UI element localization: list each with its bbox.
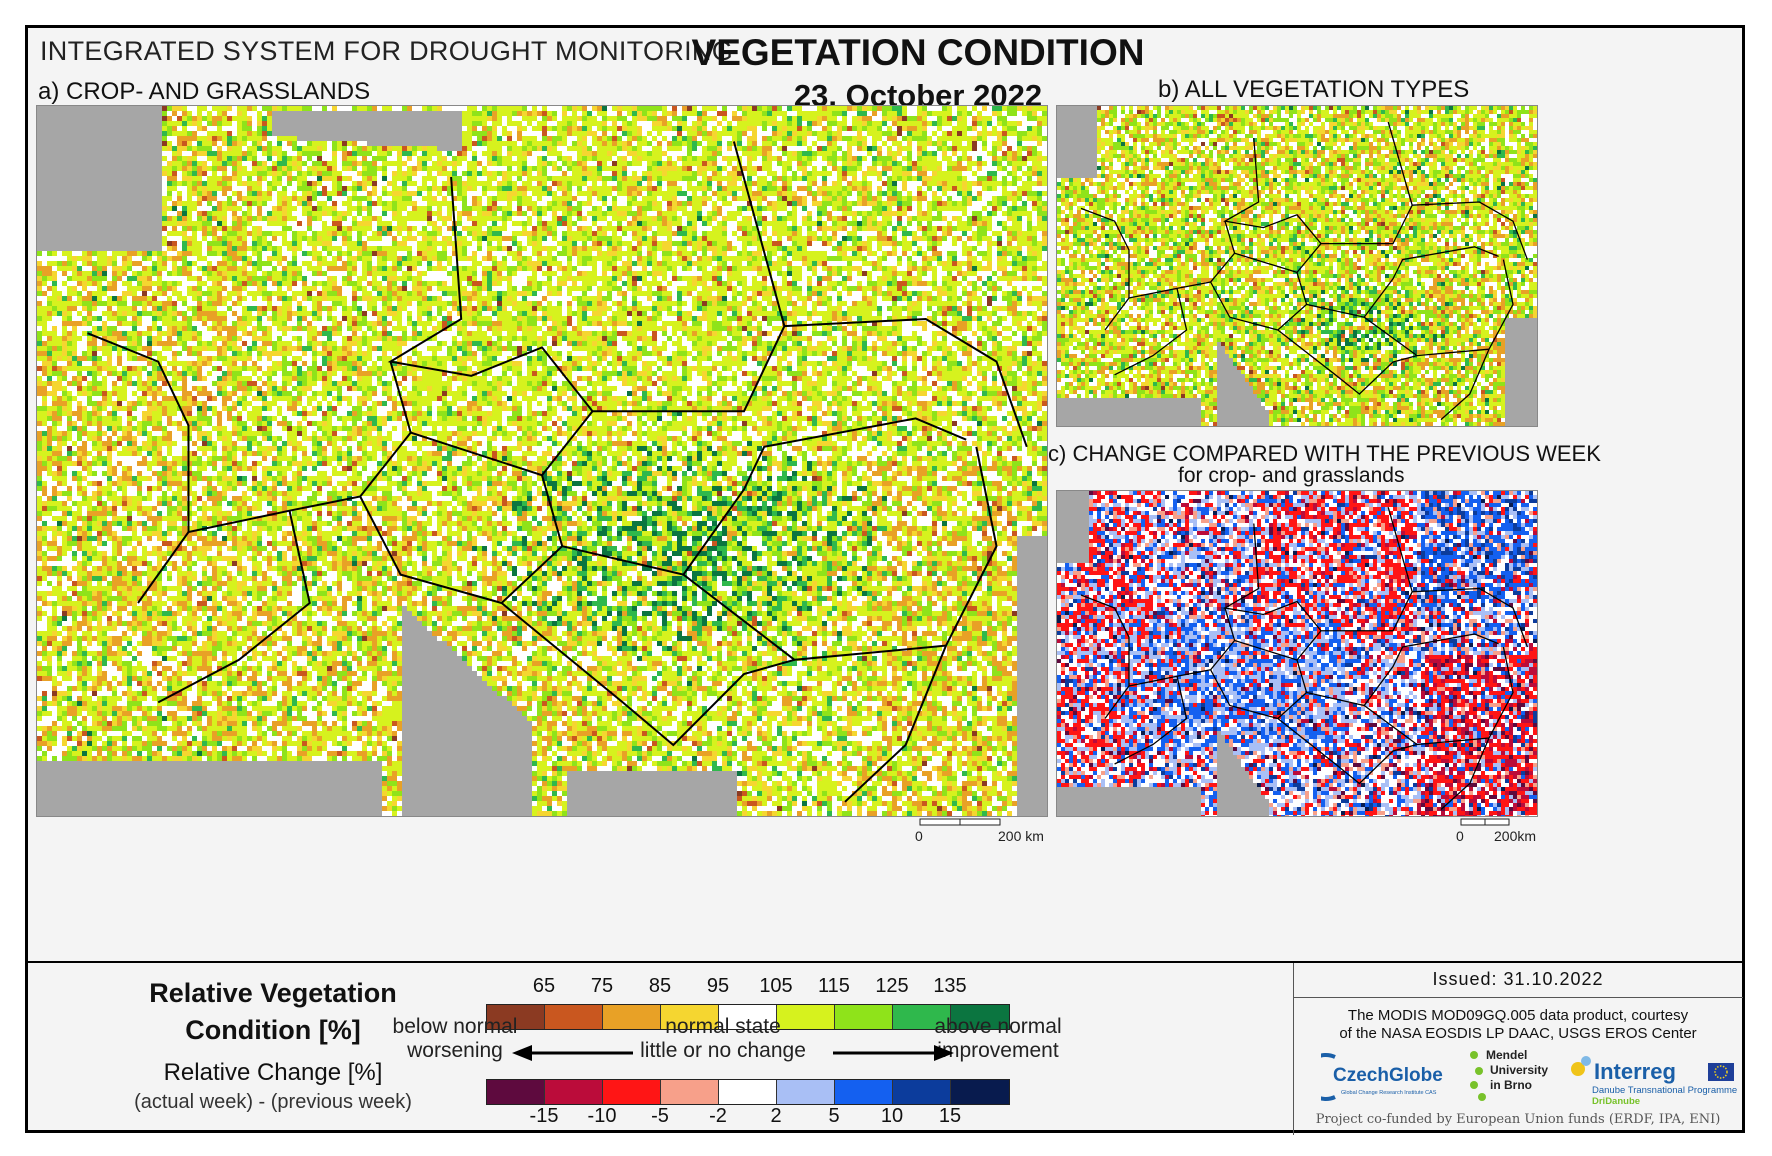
interreg-logo: Interreg Danube Transnational Programme … xyxy=(1568,1049,1738,1107)
panel-a-raster xyxy=(37,106,1047,816)
change-swatch xyxy=(777,1080,835,1104)
tick-label: -10 xyxy=(582,1105,622,1128)
change-swatch xyxy=(545,1080,603,1104)
interreg-subtext2: DriDanube xyxy=(1592,1096,1640,1107)
panel-b-raster xyxy=(1057,106,1537,426)
tick-label: 2 xyxy=(756,1105,796,1128)
czechglobe-logo: CzechGlobe Global Change Research Instit… xyxy=(1321,1051,1471,1103)
scalebar-c-graphic xyxy=(1460,818,1520,828)
tick-label: -15 xyxy=(524,1105,564,1128)
funding-note: Project co-funded by European Union fund… xyxy=(1293,1112,1743,1127)
tick-label: 65 xyxy=(524,975,564,998)
page-title: VEGETATION CONDITION xyxy=(658,32,1178,74)
change-subtitle: (actual week) - (previous week) xyxy=(108,1091,438,1114)
below-normal-label: below normal xyxy=(385,1015,525,1039)
tick-label: 95 xyxy=(698,975,738,998)
tick-label: 5 xyxy=(814,1105,854,1128)
data-credit: The MODIS MOD09GQ.005 data product, cour… xyxy=(1318,1007,1718,1043)
panel-c-sublabel: for crop- and grasslands xyxy=(1178,464,1404,488)
panel-a-map xyxy=(36,105,1048,817)
direction-arrows xyxy=(498,1041,968,1065)
normal-state-label: normal state xyxy=(628,1015,818,1039)
tick-label: 125 xyxy=(872,975,912,998)
credit-line1: The MODIS MOD09GQ.005 data product, cour… xyxy=(1318,1007,1718,1025)
change-title: Relative Change [%] xyxy=(108,1059,438,1087)
change-swatch xyxy=(951,1080,1009,1104)
change-swatch xyxy=(893,1080,951,1104)
credit-line2: of the NASA EOSDIS LP DAAC, USGS EROS Ce… xyxy=(1318,1025,1718,1043)
arrow-left-icon xyxy=(512,1045,532,1061)
legend-area: Relative Vegetation Condition [%] Relati… xyxy=(28,961,1742,1135)
panel-c-raster xyxy=(1057,491,1537,816)
scale-zero: 0 xyxy=(915,828,923,844)
mendel-text1: Mendel xyxy=(1486,1048,1527,1062)
panel-a-scalebar: 0 200 km xyxy=(915,828,923,844)
panel-c-scalebar: 0 200km xyxy=(1456,828,1464,844)
vc-swatch xyxy=(545,1005,603,1029)
interreg-text: Interreg xyxy=(1594,1059,1676,1084)
mendel-text2: University xyxy=(1490,1063,1548,1077)
tick-label: 135 xyxy=(930,975,970,998)
panel-c-map xyxy=(1056,490,1538,817)
panel-b-label: b) ALL VEGETATION TYPES xyxy=(1158,76,1469,104)
tick-label: 105 xyxy=(756,975,796,998)
panel-a-label: a) CROP- AND GRASSLANDS xyxy=(38,78,370,106)
panel-b-map xyxy=(1056,105,1538,427)
scale-label: 200 km xyxy=(998,828,1044,844)
tick-label: 10 xyxy=(872,1105,912,1128)
tick-label: -5 xyxy=(640,1105,680,1128)
tick-label: 15 xyxy=(930,1105,970,1128)
tick-label: 85 xyxy=(640,975,680,998)
change-swatch xyxy=(719,1080,777,1104)
change-colorbar xyxy=(486,1079,1010,1105)
change-swatch xyxy=(487,1080,545,1104)
issued-divider xyxy=(1293,997,1743,998)
scalebar-graphic xyxy=(919,818,1019,828)
arrow-right-icon xyxy=(934,1045,954,1061)
mendel-logo: Mendel University in Brno xyxy=(1468,1047,1568,1103)
interreg-subtext1: Danube Transnational Programme xyxy=(1592,1085,1737,1096)
scale-c-zero: 0 xyxy=(1456,828,1464,844)
change-swatch xyxy=(661,1080,719,1104)
czechglobe-subtext: Global Change Research Institute CAS xyxy=(1341,1090,1437,1096)
scale-c-label: 200km xyxy=(1494,828,1536,844)
vc-swatch xyxy=(835,1005,893,1029)
czechglobe-text: CzechGlobe xyxy=(1333,1065,1443,1086)
map-frame: INTEGRATED SYSTEM FOR DROUGHT MONITORING… xyxy=(25,25,1745,1133)
change-swatch xyxy=(835,1080,893,1104)
issued-date: Issued: 31.10.2022 xyxy=(1293,969,1743,990)
tick-label: 115 xyxy=(814,975,854,998)
tick-label: 75 xyxy=(582,975,622,998)
system-title: INTEGRATED SYSTEM FOR DROUGHT MONITORING xyxy=(40,36,733,67)
above-normal-label: above normal xyxy=(928,1015,1068,1039)
mendel-text3: in Brno xyxy=(1490,1078,1532,1092)
change-swatch xyxy=(603,1080,661,1104)
tick-label: -2 xyxy=(698,1105,738,1128)
legend-title-line1: Relative Vegetation xyxy=(108,975,438,1012)
